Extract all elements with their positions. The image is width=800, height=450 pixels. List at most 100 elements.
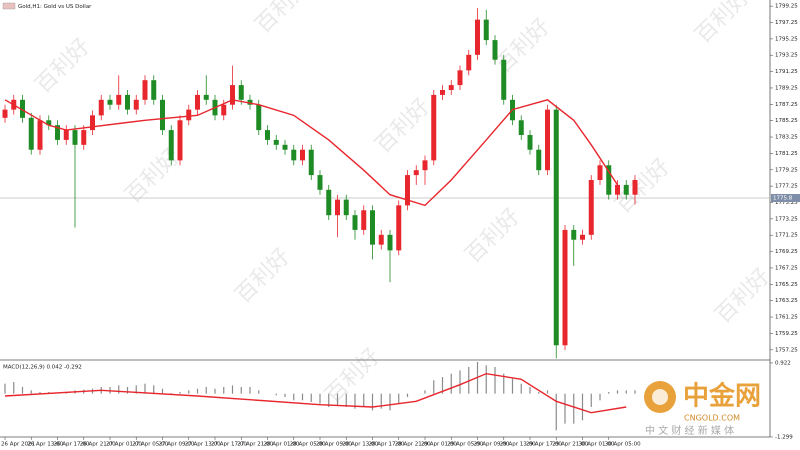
candle-body: [352, 215, 358, 230]
candle-body: [536, 149, 542, 171]
candle-body: [361, 210, 367, 230]
y-tick-label: 1785.25: [775, 118, 798, 124]
y-tick-label: 1783.25: [775, 135, 798, 141]
moving-average: [4, 99, 619, 207]
candle-body: [606, 165, 612, 195]
y-tick-label: 1779.25: [775, 167, 798, 173]
candle-body: [571, 229, 577, 240]
candle-body: [291, 149, 297, 161]
logo-site: CNGOLD.COM: [684, 414, 740, 423]
y-tick-label: 1789.25: [775, 85, 798, 91]
x-tick-label: 29 Apr 21:00: [552, 442, 588, 448]
candle-body: [116, 94, 122, 105]
candle-body: [46, 120, 52, 126]
candle-body: [623, 184, 629, 195]
x-tick-label: 28 Apr 21:00: [395, 442, 431, 448]
macd-y-tick-label: 0.922: [775, 360, 791, 366]
candle-body: [597, 165, 603, 180]
candle-body: [308, 149, 314, 176]
logo: 中金网 CNGOLD.COM 中 文 财 经 新 媒 体: [644, 381, 761, 437]
candle-body: [125, 94, 130, 110]
x-tick-label: 30 Apr 01:00: [579, 442, 615, 448]
candle-body: [81, 130, 87, 145]
candle-body: [90, 115, 95, 131]
x-tick-label: 26 Apr 2021: [1, 442, 35, 448]
x-tick-label: 26 Apr 21:00: [80, 442, 116, 448]
x-tick-label: 26 Apr 17:00: [54, 442, 90, 448]
logo-name: 中金网: [683, 381, 761, 412]
x-tick-label: 28 Apr 13:00: [342, 442, 378, 448]
y-tick-label: 1765.25: [775, 282, 798, 288]
candle-body: [553, 109, 559, 346]
candle-body: [457, 70, 463, 86]
candle-body: [2, 109, 8, 118]
candle-body: [448, 85, 454, 90]
y-tick-label: 1795.25: [775, 36, 798, 42]
y-tick-label: 1763.25: [775, 298, 798, 304]
candle-body: [300, 149, 305, 161]
candle-body: [72, 130, 78, 145]
candle-body: [98, 99, 104, 116]
y-tick-label: 1775.25: [775, 200, 798, 206]
candle-body: [133, 99, 139, 110]
candle-body: [63, 130, 69, 140]
x-tick-label: 29 Apr 01:00: [421, 442, 457, 448]
logo-tagline: 中 文 财 经 新 媒 体: [645, 424, 734, 437]
candle-body: [413, 170, 419, 176]
x-tick-label: 27 Apr 05:00: [132, 442, 168, 448]
candle-body: [186, 109, 192, 121]
y-tick-label: 1761.25: [775, 315, 798, 321]
candle-body: [343, 199, 349, 216]
candle-body: [483, 19, 489, 41]
candle-body: [545, 109, 550, 171]
candle-body: [387, 234, 393, 251]
x-tick-label: 29 Apr 05:00: [447, 442, 483, 448]
symbol-icon: [2, 2, 16, 10]
candle-body: [256, 104, 262, 131]
y-tick-label: 1799.25: [775, 4, 798, 10]
macd-signal: [4, 372, 627, 414]
candle-body: [177, 120, 183, 161]
last-price-box: [771, 194, 800, 202]
y-tick-label: 1759.25: [775, 331, 798, 337]
x-tick-label: 27 Apr 09:00: [159, 442, 195, 448]
y-tick-label: 1797.25: [775, 20, 798, 26]
y-tick-label: 1773.25: [775, 216, 798, 222]
macd-label: MACD(12,26,9) 0.042 -0.292: [3, 365, 82, 371]
candle-body: [273, 139, 279, 145]
y-tick-label: 1757.25: [775, 347, 798, 353]
candle-body: [378, 234, 384, 245]
candle-body: [221, 104, 227, 116]
x-tick-label: 29 Apr 09:00: [474, 442, 510, 448]
x-tick-label: 28 Apr 17:00: [369, 442, 405, 448]
candle-body: [55, 125, 60, 140]
candle-body: [396, 205, 402, 251]
candle-body: [37, 120, 43, 150]
candle-body: [203, 94, 209, 100]
candle-body: [440, 90, 445, 95]
candle-body: [142, 80, 148, 100]
candle-body: [28, 117, 34, 150]
x-tick-label: 27 Apr 13:00: [185, 442, 221, 448]
candle-body: [501, 59, 507, 100]
candle-body: [326, 189, 332, 216]
x-tick-label: 26 Apr 13:00: [27, 442, 63, 448]
x-tick-label: 27 Apr 17:00: [211, 442, 247, 448]
candle-body: [238, 85, 244, 100]
candle-body: [527, 135, 533, 150]
x-tick-label: 27 Apr 01:00: [106, 442, 142, 448]
candle-body: [282, 144, 288, 150]
candle-body: [422, 160, 428, 171]
y-tick-label: 1777.25: [775, 184, 798, 190]
chart-title: Gold,H1: Gold vs US Dollar: [18, 4, 92, 10]
x-tick-label: 28 Apr 09:00: [316, 442, 352, 448]
x-tick-label: 30 Apr 05:00: [605, 442, 641, 448]
x-tick-label: 27 Apr 21:00: [237, 442, 273, 448]
candle-body: [588, 180, 594, 235]
x-tick-label: 28 Apr 05:00: [290, 442, 326, 448]
candle-body: [632, 180, 638, 195]
x-tick-label: 29 Apr 13:00: [500, 442, 536, 448]
y-tick-label: 1771.25: [775, 233, 798, 239]
y-tick-label: 1791.25: [775, 69, 798, 75]
